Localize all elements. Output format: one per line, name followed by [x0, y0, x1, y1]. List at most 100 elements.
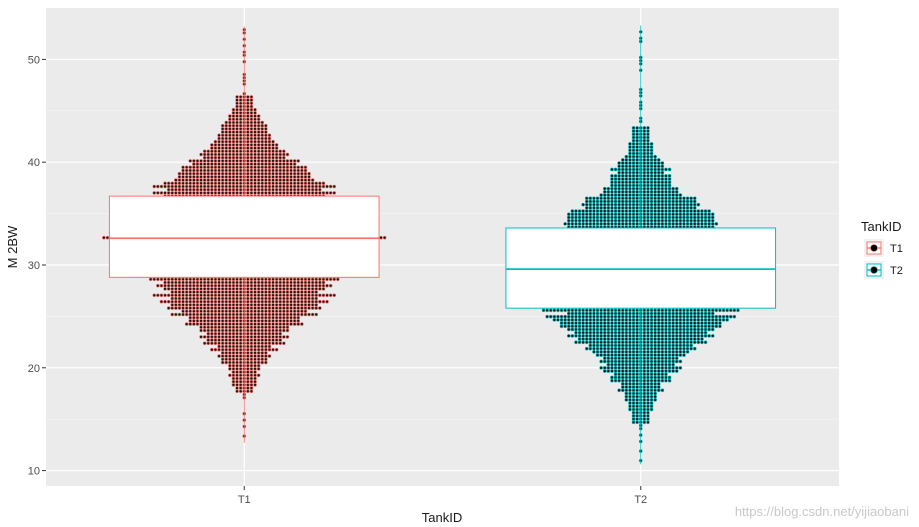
- dot-T1: [246, 101, 250, 106]
- dot-T1: [318, 184, 322, 189]
- dot-T2: [613, 183, 618, 188]
- dot-T1: [231, 357, 236, 362]
- dot-T2: [646, 174, 650, 178]
- dot-T1: [256, 181, 261, 186]
- dot-T1: [296, 287, 301, 291]
- dot-T1: [238, 351, 243, 355]
- dot-T2: [599, 199, 603, 204]
- dot-T2: [685, 199, 690, 204]
- dot-T1: [271, 162, 275, 166]
- dot-T2: [631, 170, 636, 175]
- dot-T1: [228, 312, 232, 317]
- dot-T1: [249, 184, 254, 189]
- dot-T1: [256, 152, 261, 157]
- dot-T1: [210, 338, 214, 342]
- dot-T1: [174, 290, 178, 294]
- dot-T1: [274, 347, 279, 352]
- dot-T1: [260, 341, 265, 346]
- dot-T1: [184, 178, 189, 182]
- dot-T1: [271, 149, 275, 154]
- dot-T1: [224, 123, 229, 128]
- dot-T1: [174, 296, 178, 301]
- dot-T1: [249, 98, 254, 102]
- dot-T2: [646, 186, 650, 191]
- dot-T1: [231, 181, 236, 186]
- dot-T2: [624, 212, 629, 217]
- dot-T1: [192, 184, 196, 189]
- dot-T1: [246, 162, 250, 166]
- dot-T1: [267, 287, 272, 291]
- dot-T2: [628, 158, 632, 162]
- dot-T1: [228, 290, 232, 294]
- dot-T1: [310, 187, 315, 192]
- dot-T1: [260, 290, 265, 294]
- dot-T1: [253, 290, 257, 294]
- dot-T1: [220, 341, 225, 346]
- dot-T1: [274, 303, 279, 307]
- dot-T1: [282, 299, 286, 304]
- dot-T1: [303, 306, 308, 310]
- dot-T1: [246, 136, 250, 141]
- dot-T1: [231, 306, 236, 310]
- dot-T2: [692, 202, 697, 207]
- dot-T2: [631, 212, 636, 217]
- dot-T1: [177, 312, 182, 317]
- dot-T1: [228, 133, 232, 138]
- dot-T2: [620, 215, 625, 220]
- dot-T1: [235, 293, 239, 298]
- dot-T1: [192, 277, 196, 282]
- dot-T2: [620, 193, 625, 197]
- dot-T1: [260, 152, 265, 157]
- dot-T2: [642, 206, 647, 210]
- dot-T1: [192, 309, 196, 314]
- dot-T1: [303, 296, 308, 301]
- dot-T2: [664, 202, 668, 207]
- dot-T2: [674, 193, 679, 197]
- dot-T2: [649, 183, 654, 188]
- dot-T1: [224, 312, 229, 317]
- dot-T1: [231, 293, 236, 298]
- dot-T2: [584, 199, 589, 204]
- dot-T1: [184, 184, 189, 189]
- dot-T1: [292, 287, 297, 291]
- dot-T1: [192, 287, 196, 291]
- dot-T1: [235, 165, 239, 170]
- dot-T1: [202, 335, 207, 339]
- dot-T1: [292, 162, 297, 166]
- dot-T1: [238, 360, 243, 365]
- dot-T1: [246, 322, 250, 326]
- dot-T1: [228, 360, 232, 365]
- dot-T1: [199, 283, 203, 288]
- dot-T2: [624, 174, 629, 178]
- dot-T1: [256, 306, 261, 310]
- dot-T1: [267, 139, 272, 144]
- dot-T2: [581, 202, 585, 207]
- dot-T1: [217, 306, 221, 310]
- dot-T1: [231, 360, 236, 365]
- dot-T1: [220, 287, 225, 291]
- dot-T1: [253, 184, 257, 189]
- dot-T1: [274, 178, 279, 182]
- dot-T1: [217, 315, 221, 320]
- dot-T1: [321, 283, 326, 288]
- dot-T1: [267, 312, 272, 317]
- dot-T1: [181, 184, 185, 189]
- dot-T1: [253, 347, 257, 352]
- dot-T1: [253, 309, 257, 314]
- dot-T1: [238, 127, 243, 131]
- dot-T2: [692, 209, 697, 213]
- dot-T1: [199, 175, 203, 179]
- dot-T2: [642, 154, 647, 159]
- dot-T2: [664, 199, 668, 204]
- dot-T1: [224, 347, 229, 352]
- dot-T1: [321, 277, 326, 282]
- dot-T1: [195, 191, 200, 195]
- dot-T1: [228, 149, 232, 154]
- dot-T1: [253, 357, 257, 362]
- dot-T1: [213, 178, 218, 182]
- dot-T2: [635, 174, 639, 178]
- dot-T1: [271, 319, 275, 323]
- dot-T1: [267, 178, 272, 182]
- dot-T2: [624, 209, 629, 213]
- dot-T1: [210, 143, 214, 147]
